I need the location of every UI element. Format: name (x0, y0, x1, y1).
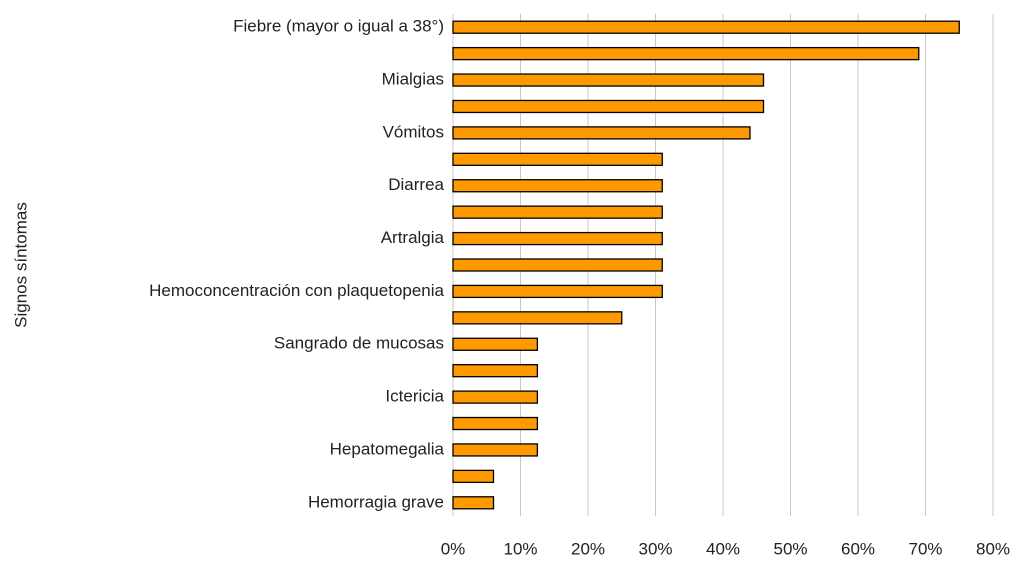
y-tick-label: Diarrea (388, 175, 444, 194)
bar (452, 390, 539, 404)
bar (452, 496, 495, 510)
bar (452, 469, 495, 484)
bar (452, 443, 539, 457)
bar (452, 46, 920, 61)
x-tick-label: 70% (908, 539, 942, 558)
bar (452, 126, 751, 140)
y-axis-title: Signos síntomas (11, 202, 30, 328)
bar (452, 152, 663, 166)
bar (452, 416, 539, 431)
x-tick-label: 0% (441, 539, 466, 558)
x-tick-label: 80% (976, 539, 1010, 558)
x-tick-label: 20% (571, 539, 605, 558)
x-tick-label: 30% (638, 539, 672, 558)
bar (452, 258, 663, 272)
y-tick-label: Sangrado de mucosas (274, 334, 444, 353)
bar (452, 364, 539, 378)
bar (452, 73, 765, 87)
bar (452, 20, 960, 34)
y-tick-label: Hepatomegalia (330, 439, 445, 458)
bar (452, 205, 663, 219)
x-tick-label: 50% (773, 539, 807, 558)
x-tick-label: 40% (706, 539, 740, 558)
bar (452, 179, 663, 193)
bar (452, 284, 663, 299)
bar (452, 337, 539, 351)
y-tick-label: Vómitos (383, 122, 444, 141)
y-tick-label: Mialgias (382, 70, 444, 89)
y-tick-label: Hemorragia grave (308, 492, 444, 511)
bar (452, 311, 623, 325)
y-tick-label: Hemoconcentración con plaquetopenia (149, 281, 444, 300)
bar (452, 231, 663, 246)
x-tick-label: 60% (841, 539, 875, 558)
y-tick-label: Ictericia (385, 387, 444, 406)
x-tick-label: 10% (503, 539, 537, 558)
y-tick-label: Artralgia (381, 228, 445, 247)
y-tick-label: Fiebre (mayor o igual a 38°) (233, 17, 444, 36)
bar (452, 99, 765, 114)
